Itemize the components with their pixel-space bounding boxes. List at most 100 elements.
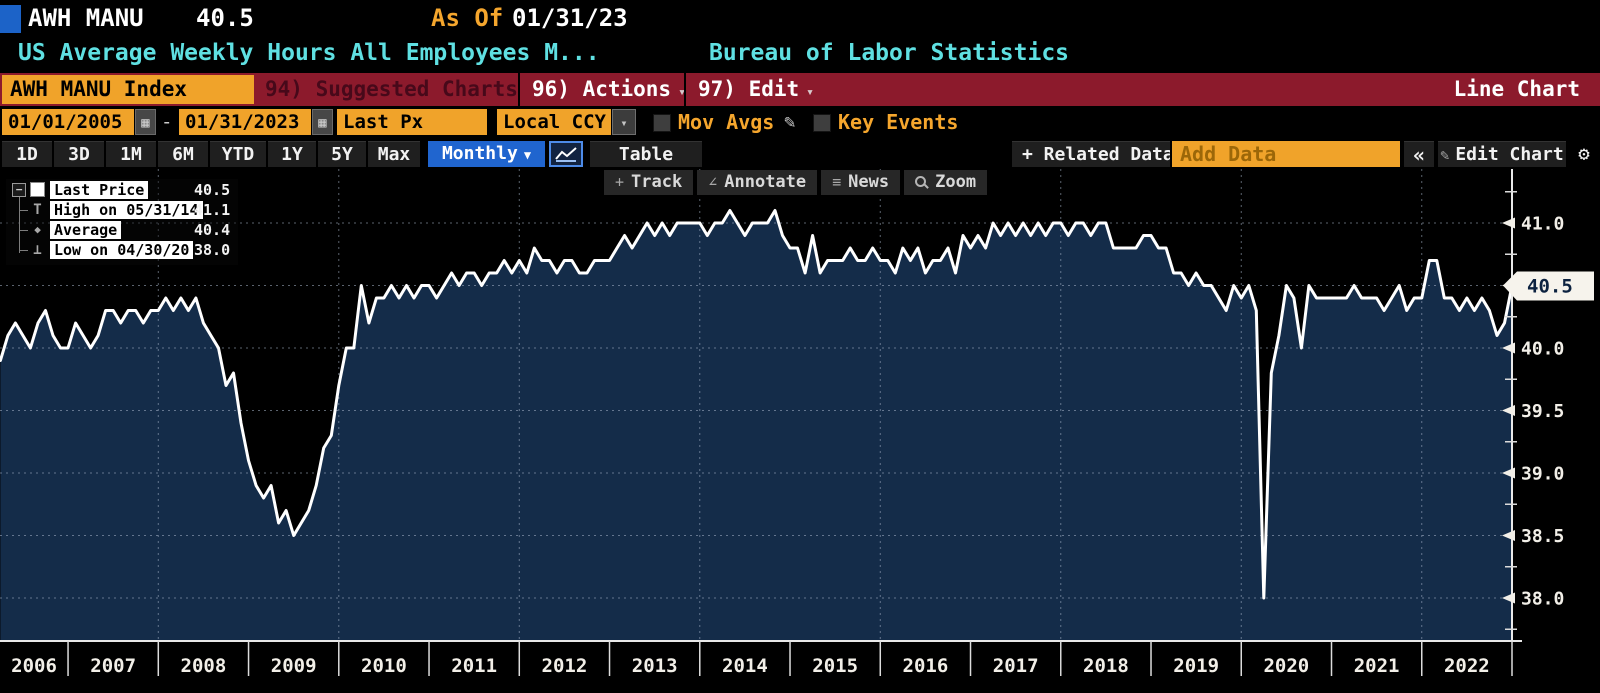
svg-text:40.0: 40.0: [1521, 339, 1564, 360]
annotate-button[interactable]: ∠ Annotate: [697, 170, 818, 195]
security-description: US Average Weekly Hours All Employees M.…: [18, 40, 600, 66]
chevron-down-icon: ▼: [523, 148, 532, 162]
table-button[interactable]: Table: [590, 141, 702, 167]
edit-chart-button[interactable]: ✎ Edit Chart: [1438, 141, 1566, 167]
range-button-1d[interactable]: 1D: [2, 141, 52, 167]
svg-text:2020: 2020: [1263, 655, 1309, 677]
news-lines-icon: ≡: [832, 173, 842, 191]
high-marker-icon: T: [33, 202, 42, 218]
range-button-5y[interactable]: 5Y: [318, 141, 366, 167]
legend-expander-icon[interactable]: −: [12, 183, 26, 197]
svg-text:2015: 2015: [812, 655, 858, 677]
legend-tree-branch: [19, 210, 28, 211]
legend-tree-branch: [19, 250, 28, 251]
security-field[interactable]: AWH MANU Index: [2, 75, 254, 104]
svg-text:39.5: 39.5: [1521, 401, 1564, 422]
low-marker-icon: ⊥: [33, 242, 42, 258]
svg-text:2007: 2007: [90, 655, 136, 677]
collapse-button[interactable]: «: [1404, 141, 1434, 167]
price-chart[interactable]: 41.0 40.5 40.0 39.5 39.0 38.5 38.0 2006 2007 2008…: [0, 169, 1600, 693]
menu-bar: AWH MANU Index 94) Suggested Charts 96) …: [0, 73, 1600, 106]
related-data-button[interactable]: + Related Data: [1012, 141, 1170, 167]
pencil-icon: ✎: [1440, 146, 1450, 164]
svg-text:2018: 2018: [1083, 655, 1129, 677]
mov-avgs-label: Mov Avgs: [678, 110, 775, 134]
edit-menu-button[interactable]: 97) Edit ▾: [684, 73, 826, 106]
crosshair-icon: +: [615, 173, 625, 191]
period-dropdown[interactable]: Monthly ▼: [428, 141, 545, 167]
svg-text:2009: 2009: [271, 655, 317, 677]
svg-text:2021: 2021: [1354, 655, 1400, 677]
svg-text:39.0: 39.0: [1521, 464, 1564, 485]
range-button-6m[interactable]: 6M: [158, 141, 208, 167]
calendar-icon[interactable]: ▦: [135, 109, 156, 135]
price-type-field[interactable]: Last Px: [337, 109, 487, 135]
last-value: 40.5: [196, 4, 254, 32]
gear-icon[interactable]: ⚙: [1570, 141, 1598, 167]
svg-text:2012: 2012: [542, 655, 588, 677]
svg-text:40.5: 40.5: [1527, 276, 1573, 298]
chart-legend: − Last Price 40.5 T High on 05/31/14 41.…: [6, 179, 238, 265]
key-events-label: Key Events: [838, 110, 959, 134]
svg-text:2006: 2006: [11, 655, 57, 677]
svg-text:2016: 2016: [903, 655, 949, 677]
security-description-row: US Average Weekly Hours All Employees M.…: [0, 37, 1600, 73]
add-data-input[interactable]: [1172, 141, 1400, 167]
data-source: Bureau of Labor Statistics: [709, 40, 1070, 66]
as-of-label: As Of: [431, 4, 504, 32]
ticker-name: AWH MANU: [28, 4, 144, 32]
legend-value: 40.4: [194, 221, 231, 239]
legend-label: Last Price: [50, 181, 149, 199]
svg-text:38.5: 38.5: [1521, 526, 1564, 547]
range-button-1m[interactable]: 1M: [106, 141, 156, 167]
pencil-icon[interactable]: ✎: [784, 111, 796, 133]
svg-text:2017: 2017: [993, 655, 1039, 677]
line-chart-icon[interactable]: [549, 141, 583, 167]
range-button-ytd[interactable]: YTD: [210, 141, 266, 167]
track-button[interactable]: + Track: [604, 170, 694, 195]
key-events-checkbox[interactable]: [813, 114, 831, 132]
svg-text:2011: 2011: [451, 655, 497, 677]
svg-text:2014: 2014: [722, 655, 768, 677]
actions-menu-button[interactable]: 96) Actions ▾: [518, 73, 698, 106]
date-from-field[interactable]: 01/01/2005: [2, 109, 134, 135]
magnifier-icon: [915, 176, 928, 189]
mov-avgs-checkbox[interactable]: [653, 114, 671, 132]
legend-value: 38.0: [194, 241, 231, 259]
chart-tools: + Track ∠ Annotate ≡ News Zoom: [604, 170, 988, 195]
chart-type-label: Line Chart: [1453, 77, 1580, 101]
date-to-field[interactable]: 01/31/2023: [179, 109, 311, 135]
news-button[interactable]: ≡ News: [821, 170, 901, 195]
legend-tree-line: [19, 195, 20, 253]
svg-text:2013: 2013: [632, 655, 678, 677]
average-marker-icon: ◆: [34, 223, 41, 236]
series-color-swatch: [30, 182, 45, 197]
legend-label: High on 05/31/14: [50, 201, 203, 219]
range-button-1y[interactable]: 1Y: [268, 141, 316, 167]
svg-text:2022: 2022: [1444, 655, 1490, 677]
chart-controls-row: 01/01/2005 ▦ - 01/31/2023 ▦ Last Px Loca…: [0, 106, 1600, 139]
currency-dropdown-button[interactable]: ▾: [612, 109, 636, 135]
range-toolbar: 1D 3D 1M 6M YTD 1Y 5Y Max Monthly ▼ Table…: [0, 139, 1600, 169]
security-header: AWH MANU 40.5 As Of 01/31/23: [0, 0, 1600, 37]
legend-value: 41.1: [194, 201, 231, 219]
svg-text:38.0: 38.0: [1521, 589, 1564, 610]
legend-tree-branch: [19, 230, 28, 231]
suggested-charts-button[interactable]: 94) Suggested Charts: [265, 77, 518, 101]
chevron-down-icon: ▾: [806, 85, 814, 100]
svg-text:41.0: 41.0: [1521, 214, 1564, 235]
legend-value: 40.5: [194, 181, 231, 199]
range-button-max[interactable]: Max: [368, 141, 420, 167]
zoom-button[interactable]: Zoom: [904, 170, 988, 195]
currency-field[interactable]: Local CCY: [497, 109, 611, 135]
calendar-icon[interactable]: ▦: [312, 109, 333, 135]
annotate-icon: ∠: [708, 173, 718, 191]
svg-text:2008: 2008: [181, 655, 227, 677]
legend-label: Average: [50, 221, 122, 239]
legend-label: Low on 04/30/20: [50, 241, 194, 259]
as-of-date: 01/31/23: [512, 4, 628, 32]
panel-indicator-icon: [0, 5, 21, 33]
range-button-3d[interactable]: 3D: [54, 141, 104, 167]
svg-text:2010: 2010: [361, 655, 407, 677]
